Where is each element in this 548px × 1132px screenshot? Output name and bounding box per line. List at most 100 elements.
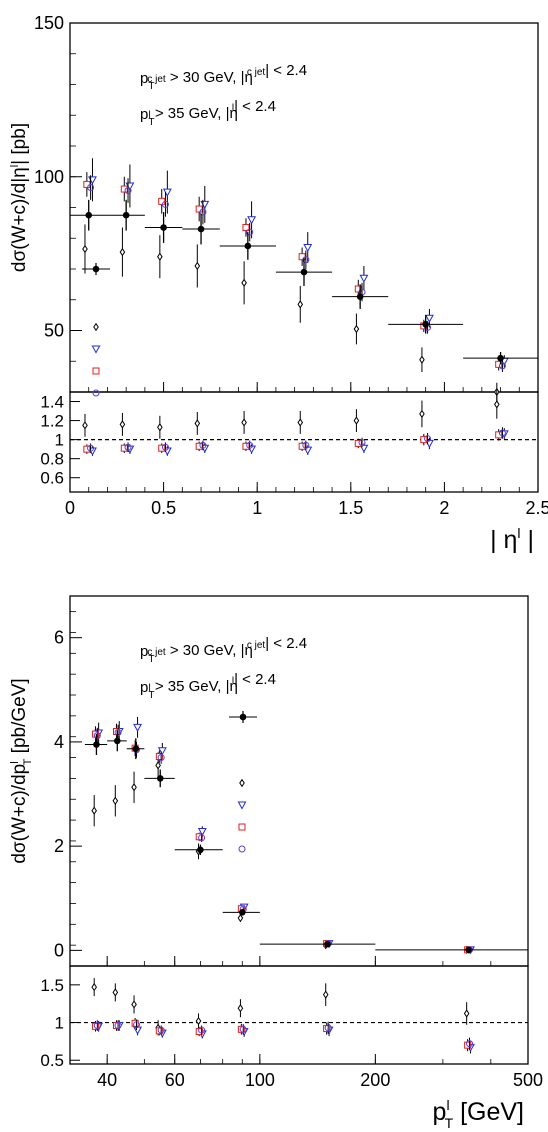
ratio-lo-point [297,418,304,427]
ratio-lo-point [463,1009,470,1018]
ratio-nnlo_ew-point [239,1025,247,1033]
ratio-lo-point [194,419,201,428]
data-point [93,741,100,748]
ytick-label-2: 150 [34,13,64,33]
nnlo_ew-point [87,184,95,192]
ytick-label-3: 6 [54,628,64,648]
nlo-point [359,274,369,283]
ratio-lo-point [157,423,163,432]
ratio-nnlo_ew-point [114,1022,122,1030]
ratio-nnlo-point [158,444,166,452]
legend-lo-marker [239,778,245,788]
nnlo_ew-point [124,187,132,195]
ytick-label-0: 50 [44,321,64,341]
legend-nnlo-marker [238,823,246,831]
x-axis-label: | ηl | [490,525,534,554]
ratio-lo-point [131,1000,137,1009]
xtick-label-2: 1 [252,498,262,518]
nnlo_ew-point [302,256,310,264]
ratio-nnlo_ew-point [93,1022,101,1030]
xtick-label-4: 2 [439,498,449,518]
ratio-lo-point [241,418,247,427]
data-point [356,293,364,300]
ratio-ytick-label-0: 0.6 [40,469,64,488]
nnlo-point [92,730,100,738]
ratio-nnlo_ew-point [157,1026,165,1034]
nnlo_ew-point [93,732,101,740]
ratio-ytick-label-1: 1 [55,1014,64,1033]
data-point [465,946,472,954]
legend-data-marker [92,265,100,273]
ratio-frame [69,965,529,1065]
lo-point [419,355,425,364]
data-point [324,940,331,948]
ratio-nnlo_ew-point [124,443,132,451]
ratio-ytick-label-1: 0.8 [40,450,64,469]
ratio-lo-point [494,400,500,409]
data-point [497,354,504,362]
xtick-label-1: 60 [165,1070,185,1090]
ratio-nnlo_ew-point [302,441,310,449]
nlo-point [247,216,257,225]
ratio-nnlo-point [237,1025,245,1033]
ratio-nnlo_ew-point [424,435,432,443]
xtick-label-5: 2.5 [525,498,548,518]
legend-nlo-marker [237,801,247,810]
legend-data-marker [239,713,247,721]
nlo-point [157,747,167,756]
ytick-label-1: 2 [54,836,64,856]
data-point [132,745,140,752]
ratio-nnlo_ew-point [324,1024,332,1032]
legend-nnlo_ew-marker [238,845,246,853]
nlo-point [133,723,142,732]
ratio-nnlo-point [195,442,203,450]
ratio-nnlo-point [420,436,428,444]
ratio-nnlo_ew-point [87,444,95,452]
xtick-label-3: 1.5 [338,498,363,518]
data-point [197,846,204,854]
ratio-lo-point [237,1004,244,1013]
ratio-ytick-label-3: 1.2 [40,412,64,431]
nnlo_ew-point [114,729,122,737]
legend-lo-marker [93,322,99,332]
lo-point [353,324,360,334]
y-axis-label: dσ(W+c)/d|ηl| [pb] [9,123,30,272]
lo-point [131,783,137,792]
legend-nnlo-marker [92,367,100,375]
ratio-nnlo-point [120,444,128,452]
xtick-label-2: 100 [245,1070,275,1090]
ratio-nnlo-point [242,442,250,450]
data-point [422,321,429,328]
lo-point [119,247,126,257]
ratio-nnlo-point [354,439,362,447]
data-point [113,737,121,745]
nnlo_ew-point [161,200,169,208]
cut-label-1: pTc jet > 30 GeV, |ηc jet| < 2.4 [140,635,307,665]
ratio-lo-point [112,988,119,997]
ratio-nnlo_ew-point [246,441,254,449]
nnlo-point [495,360,503,368]
nnlo_ew-point [198,834,206,842]
lo-point [82,244,88,254]
ratio-nlo-point [133,1026,142,1035]
nlo-point [303,243,313,253]
legend-nlo-marker [91,345,101,354]
lo-point [237,913,244,923]
ratio-nnlo_ew-point [198,1026,206,1034]
legend-data [229,711,257,723]
xtick-label-1: 0.5 [151,498,176,518]
ratio-nnlo_ew-point [498,429,506,437]
cut-label-1: pTc jet > 30 GeV, |ηc jet| < 2.4 [140,62,307,92]
legend-nnlo_ew-marker [92,389,100,397]
nnlo-point [112,727,120,735]
ratio-nnlo-point [298,442,306,450]
nnlo_ew-point [498,362,506,370]
ratio-lo-point [353,416,360,425]
ytick-label-2: 4 [54,732,64,752]
x-axis-label: pl T [GeV] [433,1097,524,1131]
ratio-lo-point [195,1016,202,1026]
nnlo_ew-point [157,754,165,762]
cut-label-2: pTl > 35 GeV, |ηl| < 2.4 [140,671,276,701]
